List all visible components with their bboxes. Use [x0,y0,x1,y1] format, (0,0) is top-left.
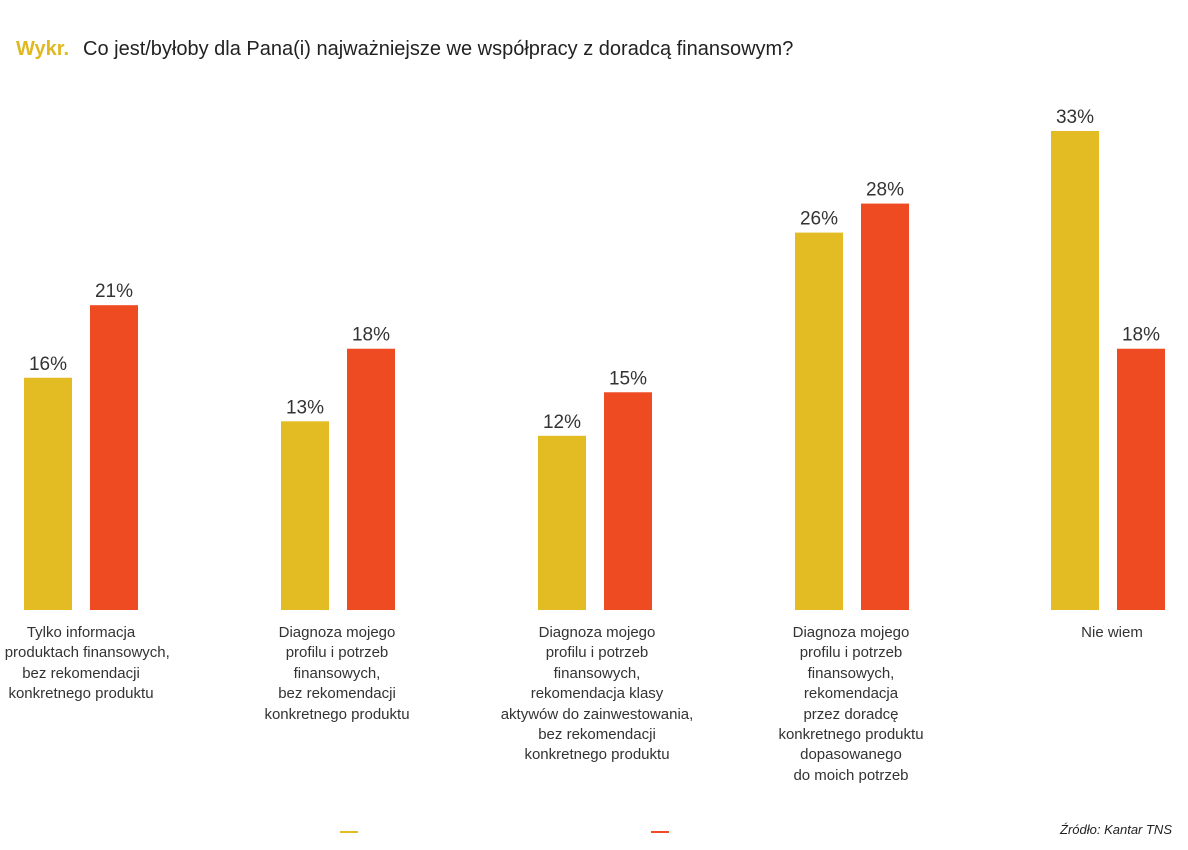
category-label-5: Nie wiem [1081,624,1143,641]
data-label-series-2-cat-1: 21% [95,281,133,302]
category-label-4: Diagnoza mojego profilu i potrzeb finans… [778,624,924,784]
bar-series-2-cat-3 [604,392,652,610]
data-label-series-2-cat-5: 18% [1122,325,1160,346]
bar-series-2-cat-2 [347,348,395,610]
figure-tag: Wykr. [16,38,69,60]
source-note: Źródło: Kantar TNS [1060,822,1172,837]
category-label-3: Diagnoza mojego profilu i potrzeb finans… [500,624,694,764]
chart-question: Co jest/byłoby dla Pana(i) najważniejsze… [83,38,794,60]
bar-series-1-cat-2 [281,421,329,610]
data-label-series-1-cat-1: 16% [29,354,67,375]
data-label-series-1-cat-3: 12% [543,412,581,433]
bar-series-1-cat-5 [1051,131,1099,610]
bar-series-1-cat-3 [538,435,586,610]
data-label-series-1-cat-2: 13% [286,397,324,418]
bar-series-1-cat-1 [24,377,72,610]
bar-series-2-cat-4 [861,203,909,611]
category-label-2: Diagnoza mojego profilu i potrzeb finans… [264,624,410,723]
bar-series-2-cat-5 [1117,348,1165,610]
data-label-series-2-cat-4: 28% [866,180,904,201]
bar-series-2-cat-1 [90,305,138,610]
data-label-series-2-cat-3: 15% [609,368,647,389]
category-label-1: Tylko informacja o produktach finansowyc… [0,624,170,703]
legend-swatch-series-a [340,831,358,833]
bar-series-1-cat-4 [795,232,843,610]
legend-swatch-series-b [651,831,669,833]
data-label-series-1-cat-4: 26% [800,209,838,230]
data-label-series-1-cat-5: 33% [1056,107,1094,128]
chart-title: Wykr. Co jest/byłoby dla Pana(i) najważni… [16,38,793,61]
data-label-series-2-cat-2: 18% [352,325,390,346]
